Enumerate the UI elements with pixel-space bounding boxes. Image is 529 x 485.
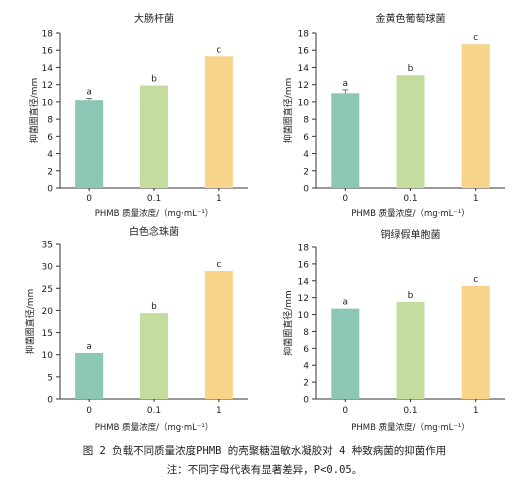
y-tick-label: 8 bbox=[303, 116, 309, 126]
y-axis-label: 抑菌圈直径/mm bbox=[28, 78, 40, 144]
y-tick-label: 2 bbox=[303, 379, 309, 389]
bar bbox=[331, 308, 360, 399]
y-tick-label: 8 bbox=[47, 116, 53, 126]
chart-title: 铜绿假单胞菌 bbox=[381, 228, 441, 241]
y-tick-label: 10 bbox=[42, 351, 54, 361]
significance-letter: c bbox=[216, 45, 221, 55]
y-tick-label: 16 bbox=[42, 47, 54, 57]
x-tick-label: 0.1 bbox=[403, 194, 417, 204]
significance-letter: a bbox=[343, 298, 349, 308]
y-tick-label: 15 bbox=[42, 329, 53, 339]
significance-letter: c bbox=[216, 260, 221, 270]
bar bbox=[461, 285, 490, 399]
significance-letter: b bbox=[151, 302, 157, 312]
bar bbox=[461, 44, 490, 188]
x-tick-label: 0.1 bbox=[403, 406, 417, 416]
x-tick-label: 1 bbox=[473, 406, 479, 416]
x-tick-label: 1 bbox=[216, 406, 222, 416]
significance-letter: a bbox=[86, 87, 92, 97]
y-axis-label: 抑菌圈直径/mm bbox=[24, 289, 36, 355]
significance-letter: a bbox=[86, 342, 92, 352]
bar bbox=[331, 93, 360, 188]
y-tick-label: 6 bbox=[47, 133, 53, 143]
x-axis-label: PHMB 质量浓度/（mg·mL⁻¹） bbox=[95, 208, 214, 219]
chart-title: 金黄色葡萄球菌 bbox=[376, 12, 446, 25]
figure-caption: 图 2 负载不同质量浓度PHMB 的壳聚糖温敏水凝胶对 4 种致病菌的抑菌作用 bbox=[82, 445, 447, 457]
chart-title: 大肠杆菌 bbox=[134, 12, 174, 25]
y-tick-label: 6 bbox=[303, 133, 309, 143]
y-tick-label: 0 bbox=[47, 185, 53, 195]
y-tick-label: 8 bbox=[303, 328, 309, 338]
y-tick-label: 20 bbox=[42, 307, 54, 317]
y-tick-label: 14 bbox=[298, 277, 310, 287]
y-tick-label: 16 bbox=[298, 260, 310, 270]
y-tick-label: 10 bbox=[298, 311, 310, 321]
bar bbox=[75, 100, 104, 188]
bar bbox=[140, 313, 168, 399]
x-tick-label: 0 bbox=[86, 194, 92, 204]
significance-letter: a bbox=[343, 79, 349, 89]
y-tick-label: 12 bbox=[298, 294, 309, 304]
bar bbox=[204, 271, 233, 399]
bar bbox=[204, 56, 233, 188]
x-axis-label: PHMB 质量浓度/（mg·mL⁻¹） bbox=[95, 422, 214, 433]
x-tick-label: 1 bbox=[216, 194, 222, 204]
y-axis-label: 抑菌圈直径/mm bbox=[282, 78, 294, 144]
chart-title: 白色念珠菌 bbox=[129, 225, 179, 238]
y-tick-label: 4 bbox=[303, 362, 309, 372]
y-tick-label: 4 bbox=[303, 150, 309, 160]
figure-note: 注：不同字母代表有显著差异，P<0.05。 bbox=[166, 464, 363, 476]
y-tick-label: 12 bbox=[298, 81, 309, 91]
bar bbox=[396, 301, 425, 399]
y-tick-label: 12 bbox=[42, 81, 53, 91]
x-tick-label: 0 bbox=[342, 406, 348, 416]
y-tick-label: 10 bbox=[42, 98, 54, 108]
x-tick-label: 0.1 bbox=[147, 406, 161, 416]
significance-letter: c bbox=[473, 275, 478, 285]
y-tick-label: 35 bbox=[42, 241, 53, 251]
y-tick-label: 18 bbox=[42, 30, 54, 40]
significance-letter: c bbox=[473, 33, 478, 43]
y-tick-label: 0 bbox=[47, 396, 53, 406]
y-tick-label: 10 bbox=[298, 98, 310, 108]
y-axis-label: 抑菌圈直径/mm bbox=[282, 290, 294, 356]
y-tick-label: 30 bbox=[42, 263, 54, 273]
x-tick-label: 0.1 bbox=[147, 194, 161, 204]
x-tick-label: 0 bbox=[342, 194, 348, 204]
y-tick-label: 18 bbox=[298, 244, 310, 254]
y-tick-label: 0 bbox=[303, 185, 309, 195]
y-tick-label: 18 bbox=[298, 30, 310, 40]
significance-letter: b bbox=[408, 291, 414, 301]
y-tick-label: 14 bbox=[42, 64, 54, 74]
bar bbox=[396, 75, 425, 188]
y-tick-label: 4 bbox=[47, 150, 53, 160]
bar bbox=[75, 352, 104, 399]
y-tick-label: 6 bbox=[303, 345, 309, 355]
bar bbox=[140, 85, 168, 188]
y-tick-label: 14 bbox=[298, 64, 310, 74]
y-tick-label: 25 bbox=[42, 285, 53, 295]
y-tick-label: 16 bbox=[298, 47, 310, 57]
x-axis-label: PHMB 质量浓度/（mg·mL⁻¹） bbox=[351, 208, 470, 219]
y-tick-label: 5 bbox=[47, 373, 53, 383]
y-tick-label: 2 bbox=[303, 167, 309, 177]
significance-letter: b bbox=[151, 75, 157, 85]
y-tick-label: 2 bbox=[47, 167, 53, 177]
y-tick-label: 0 bbox=[303, 396, 309, 406]
x-tick-label: 0 bbox=[86, 406, 92, 416]
significance-letter: b bbox=[408, 64, 414, 74]
x-tick-label: 1 bbox=[473, 194, 479, 204]
x-axis-label: PHMB 质量浓度/（mg·mL⁻¹） bbox=[351, 422, 470, 433]
